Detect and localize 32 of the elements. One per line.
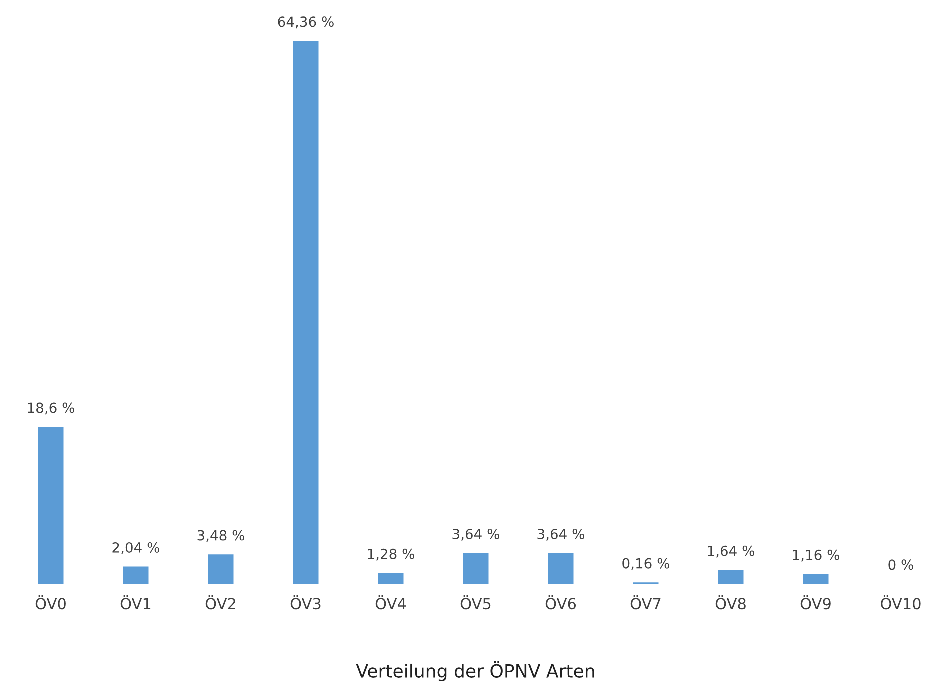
data-label: 2,04 % bbox=[112, 542, 160, 554]
bar bbox=[718, 570, 744, 584]
data-label: 0 % bbox=[888, 560, 914, 570]
bar bbox=[548, 553, 574, 584]
data-label: 18,6 % bbox=[28, 402, 74, 415]
bar bbox=[293, 40, 319, 584]
data-label: 3,64 % bbox=[538, 528, 584, 541]
x-tick-label: ÖV10 bbox=[881, 596, 921, 610]
x-tick-label: ÖV7 bbox=[630, 596, 661, 610]
data-label: 0,16 % bbox=[622, 558, 670, 570]
bar bbox=[378, 573, 404, 584]
data-label: 3,64 % bbox=[452, 528, 500, 541]
x-tick-label: ÖV1 bbox=[120, 596, 151, 610]
bar bbox=[208, 554, 234, 584]
x-axis-title: Verteilung der ÖPNV Arten bbox=[356, 661, 594, 682]
x-tick-label: ÖV3 bbox=[290, 596, 321, 610]
bar bbox=[38, 427, 64, 584]
data-label: 3,48 % bbox=[198, 530, 244, 542]
x-tick-label: ÖV8 bbox=[716, 596, 746, 610]
data-label: 64,36 % bbox=[278, 16, 334, 29]
x-tick-label: ÖV5 bbox=[460, 596, 491, 610]
x-tick-label: ÖV2 bbox=[206, 596, 236, 610]
bar bbox=[463, 553, 489, 584]
x-tick-label: ÖV0 bbox=[36, 596, 66, 610]
bar bbox=[803, 574, 829, 584]
x-tick-label: ÖV4 bbox=[376, 596, 406, 610]
bar bbox=[123, 566, 149, 584]
data-label: 1,28 % bbox=[368, 548, 414, 561]
data-label: 1,16 % bbox=[793, 550, 840, 562]
data-label: 1,64 % bbox=[708, 546, 754, 558]
x-tick-label: ÖV6 bbox=[546, 596, 576, 610]
x-tick-label: ÖV9 bbox=[800, 596, 831, 610]
